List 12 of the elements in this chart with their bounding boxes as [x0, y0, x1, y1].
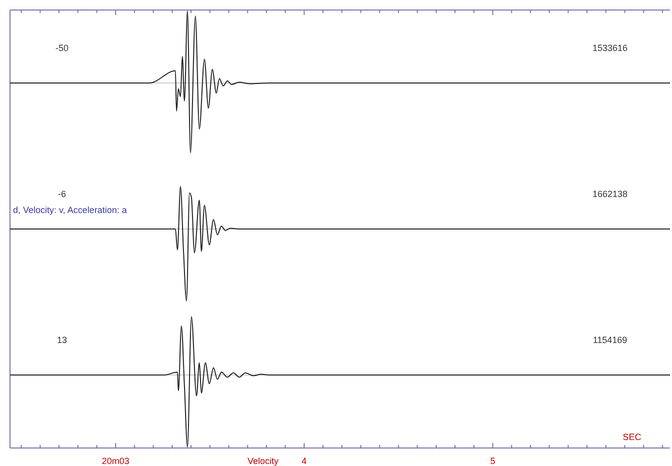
annotation: -50 — [55, 43, 69, 53]
x-tick-label: 4 — [302, 456, 307, 466]
annotation: SEC — [622, 432, 642, 442]
annotation: 13 — [56, 335, 68, 345]
annotation: -6 — [58, 189, 66, 199]
annotation: 1662138 — [592, 189, 628, 199]
x-tick-label: 20m03 — [102, 456, 130, 466]
annotation: 1154169 — [592, 335, 628, 345]
annotation: d, Velocity: v, Acceleration: a — [13, 205, 127, 215]
annotation: 1533616 — [592, 43, 628, 53]
x-tick-label: 5 — [490, 456, 496, 466]
text: Velocity — [247, 456, 279, 466]
